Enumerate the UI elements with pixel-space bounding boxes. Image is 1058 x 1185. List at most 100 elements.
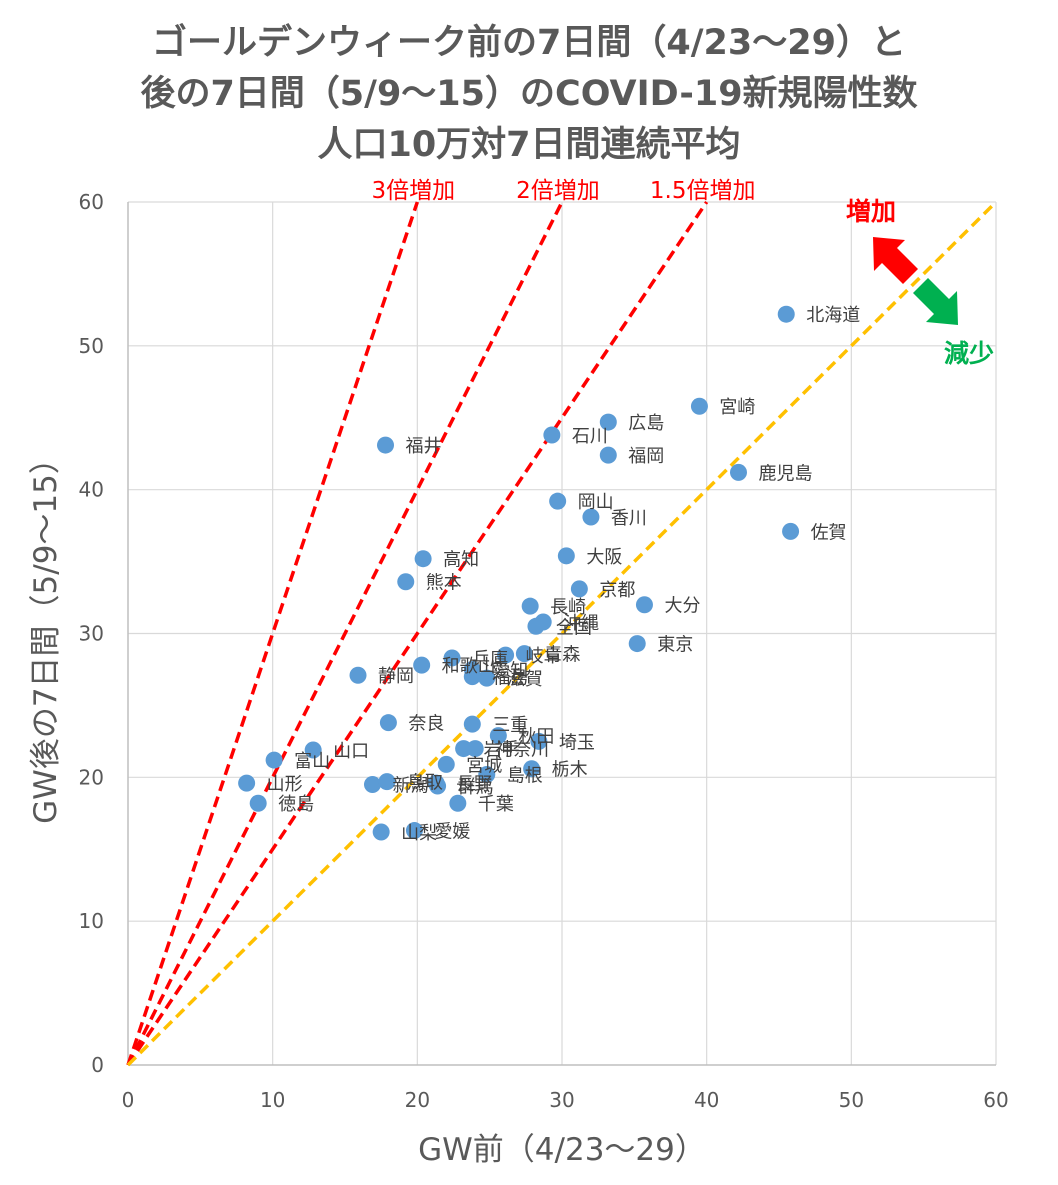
increase-arrow [873,237,918,284]
data-point-label: 鳥取 [407,773,443,794]
data-point-label: 三重 [492,715,528,736]
data-point [304,741,322,759]
data-point [557,547,575,565]
data-point [521,597,539,615]
data-point-label: 石川 [572,426,608,447]
y-tick-label: 60 [79,190,104,214]
data-point-label: 京都 [599,580,635,601]
data-point-label: 長野 [456,774,492,795]
data-point [782,522,800,540]
data-point-label: 愛知 [492,660,528,681]
data-point [429,777,447,795]
x-tick-label: 60 [983,1088,1008,1112]
reference-line-label: 1.5倍増加 [650,178,756,204]
data-point-label: 岡山 [578,492,614,513]
chart-title: ゴールデンウィーク前の7日間（4/23〜29）と 後の7日間（5/9〜15）のC… [0,18,1058,171]
data-point [729,463,747,481]
data-points [238,305,800,841]
data-point-label: 沖縄 [563,613,599,634]
y-axis-label: GW後の7日間（5/9〜15） [28,443,64,824]
data-point-label: 滋賀 [507,669,543,690]
data-point [599,446,617,464]
data-point [377,436,395,454]
reference-line [126,201,709,1066]
data-point-label: 佐賀 [811,522,847,543]
data-point [515,645,533,663]
y-tick-label: 30 [79,622,104,646]
data-point-label: 宮崎 [719,397,755,418]
data-point [489,727,507,745]
y-tick-label: 0 [91,1053,104,1077]
data-point-label: 島根 [507,765,543,786]
x-tick-label: 20 [405,1088,430,1112]
data-point-label: 北海道 [806,305,860,326]
data-point [449,794,467,812]
data-point [443,649,461,667]
data-point-label: 徳島 [278,794,314,815]
data-point-label: 千葉 [478,794,514,815]
data-point [635,596,653,614]
data-point-label: 静岡 [378,666,414,687]
data-point [527,617,545,635]
data-point-label: 青森 [544,645,580,666]
data-point-label: 福島 [492,668,528,689]
x-tick-label: 50 [839,1088,864,1112]
reference-line-label: 3倍増加 [372,178,456,204]
data-point-label: 広島 [628,413,664,434]
data-point [497,646,515,664]
data-point-label: 秋田 [518,727,554,748]
data-point-label: 埼玉 [559,732,595,753]
data-point [463,668,481,686]
data-point-label: 香川 [611,508,647,529]
chart-title-line-1: ゴールデンウィーク前の7日間（4/23〜29）と [152,23,906,63]
data-point [690,397,708,415]
x-tick-label: 30 [549,1088,574,1112]
data-point [523,760,541,778]
data-point-label: 群馬 [458,777,494,798]
y-tick-label: 50 [79,334,104,358]
data-point [543,426,561,444]
decrease-label: 減少 [944,339,994,368]
x-tick-label: 0 [122,1088,135,1112]
data-point [530,732,548,750]
data-point-label: 山口 [333,741,369,762]
data-point [437,755,455,773]
data-point [570,580,588,598]
data-point-label: 宮城 [466,755,502,776]
data-point-label: 栃木 [552,760,588,781]
axes [127,202,996,1066]
data-point [463,715,481,733]
data-point-label: 全国 [556,617,592,638]
data-point-label: 新潟 [392,776,428,797]
data-point-label: 福井 [406,436,442,457]
data-point-label: 高知 [443,550,479,571]
y-tick-label: 10 [79,909,104,933]
data-point-label: 兵庫 [472,649,508,670]
data-point [478,669,496,687]
increase-label: 増加 [846,197,896,226]
data-point [378,773,396,791]
data-point [238,774,256,792]
data-point [628,635,646,653]
data-point-label: 大阪 [586,547,622,568]
data-point-label: 山梨 [401,823,437,844]
data-point [777,305,795,323]
data-point-label: 鹿児島 [758,463,812,484]
data-point-label: 富山 [294,751,330,772]
data-point [414,550,432,568]
data-point-label: 岐阜 [526,646,562,667]
data-point [413,656,431,674]
x-tick-label: 40 [694,1088,719,1112]
x-tick-label: 10 [260,1088,285,1112]
data-point-label: 大分 [664,596,700,617]
reference-line [126,201,419,1066]
chart-title-line-3: 人口10万対7日間連続平均 [317,125,741,165]
data-point-label: 熊本 [426,573,462,594]
data-point [466,740,484,758]
decrease-arrow [913,278,958,325]
data-point-label: 福岡 [628,446,664,467]
data-point [599,413,617,431]
data-point [363,776,381,794]
